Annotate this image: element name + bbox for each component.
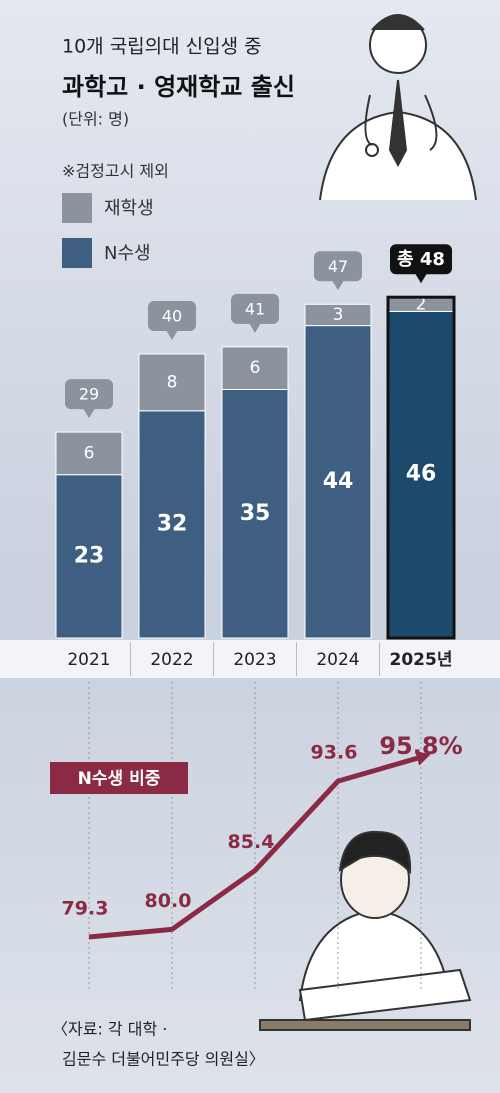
arrow-head	[414, 750, 431, 766]
category-label: 2025년	[390, 650, 453, 670]
callout-pointer	[249, 322, 261, 333]
bar-value: 23	[74, 543, 105, 568]
category-label: 2023	[233, 650, 276, 670]
total-callout	[390, 244, 452, 275]
total-label: 29	[79, 385, 99, 404]
line-series	[88, 754, 422, 940]
note: ※검정고시 제외	[62, 162, 169, 181]
total-callout	[231, 293, 279, 324]
doctor-illustration	[319, 14, 477, 201]
callout-pointer	[415, 273, 427, 284]
bar-value: 46	[406, 462, 437, 487]
total-callout	[65, 379, 113, 410]
total-callout	[314, 251, 362, 282]
value-label: 93.6	[311, 742, 358, 764]
category-label: 2024	[316, 650, 359, 670]
category-label: 2021	[67, 650, 110, 670]
legend-swatch	[62, 193, 92, 223]
bar-value: 8	[167, 372, 178, 392]
category-band	[0, 640, 500, 678]
total-callout	[148, 301, 196, 331]
callout-pointer	[83, 408, 95, 419]
bar-value: 6	[84, 443, 95, 463]
series-label-box	[50, 762, 188, 794]
bar-value: 6	[250, 358, 261, 378]
value-label: 80.0	[145, 890, 192, 912]
total-label: 40	[162, 307, 182, 326]
highlight-border	[386, 295, 456, 640]
callout-pointer	[166, 330, 178, 340]
legend-label: N수생	[104, 243, 151, 264]
subtitle: 과학고 · 영재학교 출신	[62, 73, 295, 101]
category-label: 2022	[150, 650, 193, 670]
bar-value: 44	[323, 469, 354, 494]
unit: (단위: 명)	[62, 110, 129, 129]
value-label: 95.8%	[379, 732, 462, 760]
source: 〈자료: 각 대학 ·	[52, 1020, 167, 1039]
bar-segment	[138, 410, 206, 639]
legend-swatch	[62, 238, 92, 268]
bar-value: 2	[416, 294, 427, 314]
value-label: 85.4	[228, 831, 275, 853]
value-label: 79.3	[62, 898, 109, 920]
source: 김문수 더불어민주당 의원실〉	[62, 1050, 265, 1069]
total-label: 47	[328, 257, 348, 276]
bar-segment	[221, 389, 289, 639]
total-label: 41	[245, 299, 265, 318]
bar-value: 35	[240, 501, 271, 526]
bar-segment	[55, 474, 123, 639]
bar-segment	[138, 353, 206, 412]
bar-value: 32	[157, 511, 188, 536]
callout-pointer	[332, 280, 344, 291]
bar-segment	[221, 346, 289, 390]
legend-label: 재학생	[104, 198, 154, 219]
title: 10개 국립의대 신입생 중	[62, 36, 262, 58]
bar-segment	[304, 303, 372, 327]
bar-segment	[55, 431, 123, 476]
total-label: 총 48	[397, 249, 445, 270]
series-label: N수생 비중	[78, 769, 161, 789]
bar-value: 3	[333, 305, 344, 325]
bar-segment	[387, 310, 455, 639]
